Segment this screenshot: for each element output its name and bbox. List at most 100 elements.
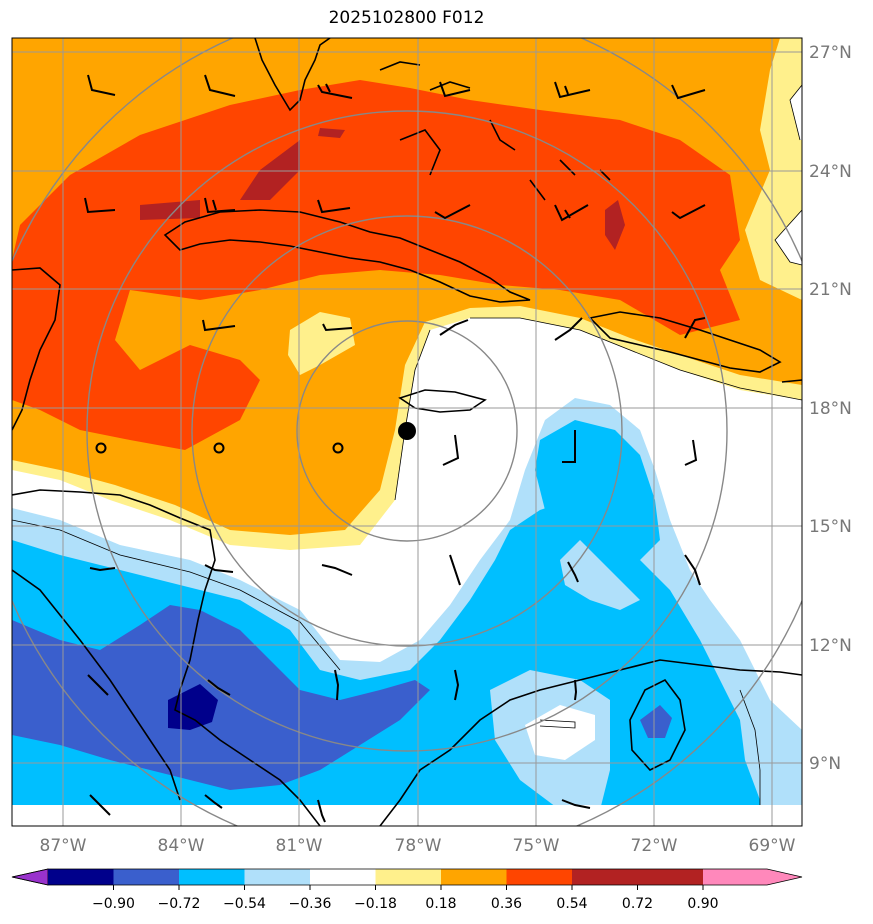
contour-fill-blue-east bbox=[535, 420, 660, 560]
wind-barb bbox=[317, 799, 326, 823]
map-title: 2025102800 F012 bbox=[328, 8, 485, 28]
coastline-hispaniola bbox=[588, 311, 782, 373]
lat-label: 9°N bbox=[809, 754, 841, 774]
contour-fill-darkred-2 bbox=[140, 200, 200, 220]
lat-label: 21°N bbox=[809, 280, 852, 300]
coastline-lake-maracaibo bbox=[629, 678, 686, 771]
wind-barb bbox=[321, 564, 353, 576]
coastline-puerto-rico bbox=[781, 379, 802, 383]
contour-line-3 bbox=[470, 317, 802, 401]
open-circle-marker bbox=[332, 442, 344, 454]
lon-label: 87°W bbox=[40, 836, 87, 856]
colorbar-outline bbox=[11, 868, 803, 886]
lat-label: 27°N bbox=[809, 43, 852, 63]
colorbar-segment bbox=[310, 869, 376, 885]
wind-barb bbox=[317, 199, 351, 214]
wind-barb bbox=[334, 669, 340, 701]
wind-barb bbox=[434, 204, 471, 220]
colorbar-segment bbox=[637, 869, 703, 885]
coastline-yucatan bbox=[12, 267, 61, 431]
wind-barb bbox=[554, 317, 583, 341]
axis-labels: 87°W 84°W 81°W 78°W 75°W 72°W 69°W 27°N … bbox=[40, 43, 852, 856]
colorbar-tick-label: −0.54 bbox=[223, 896, 266, 912]
contour-fill-white-south-2 bbox=[525, 705, 595, 760]
wind-barb bbox=[202, 319, 236, 332]
lon-label: 84°W bbox=[158, 836, 205, 856]
wind-barb bbox=[684, 439, 698, 466]
range-ring-3 bbox=[86, 110, 728, 752]
wind-barb bbox=[442, 434, 460, 466]
lat-label: 15°N bbox=[809, 517, 852, 537]
colorbar-tick-label: 0.72 bbox=[622, 896, 653, 912]
contour-fill-darkred-3 bbox=[318, 128, 345, 138]
colorbar-segment bbox=[375, 869, 441, 885]
coastline-central-america bbox=[12, 489, 321, 826]
contour-lines bbox=[12, 84, 802, 805]
contour-fill-lightblue-pocket bbox=[560, 540, 640, 610]
lon-label: 69°W bbox=[749, 836, 796, 856]
range-ring-inner bbox=[296, 320, 518, 542]
wind-barb bbox=[87, 674, 109, 696]
wind-barb bbox=[574, 679, 578, 701]
colorbar-segment bbox=[244, 869, 310, 885]
colorbar-tick-label: 0.54 bbox=[556, 896, 587, 912]
colorbar-extend-high bbox=[703, 869, 802, 885]
wind-barb bbox=[204, 564, 234, 573]
contour-line-1 bbox=[774, 84, 802, 266]
contour-line-4 bbox=[394, 329, 431, 501]
colorbar: −0.90 −0.72 −0.54 −0.36 −0.18 0.18 0.36 … bbox=[11, 868, 803, 912]
colorbar-segment bbox=[572, 869, 638, 885]
wind-barb bbox=[89, 567, 116, 572]
wind-barb bbox=[322, 323, 353, 332]
markers bbox=[95, 422, 416, 454]
field-bottom-blank bbox=[12, 805, 802, 826]
wind-barb bbox=[89, 794, 111, 816]
colorbar-ticks bbox=[113, 885, 704, 890]
contour-fill-white-ne bbox=[775, 85, 802, 265]
colorbar-extend-low bbox=[11, 868, 49, 886]
wind-barb bbox=[567, 561, 579, 583]
wind-barb bbox=[454, 669, 460, 701]
wind-barb bbox=[317, 83, 353, 99]
coastline-jamaica bbox=[398, 389, 487, 413]
coastline-central-america-pacific bbox=[12, 569, 181, 801]
colorbar-segment bbox=[179, 869, 245, 885]
wind-barb bbox=[87, 74, 116, 96]
open-circle-marker bbox=[213, 442, 225, 454]
colorbar-segment bbox=[506, 869, 572, 885]
lat-label: 12°N bbox=[809, 636, 852, 656]
colorbar-tick-label: 0.18 bbox=[425, 896, 456, 912]
wind-barb bbox=[684, 554, 701, 586]
range-rings bbox=[12, 38, 802, 826]
contour-line-2 bbox=[12, 519, 341, 671]
lon-label: 75°W bbox=[513, 836, 560, 856]
coastline-south-america bbox=[379, 659, 802, 826]
wind-barb bbox=[439, 81, 471, 98]
colorbar-segment bbox=[48, 869, 114, 885]
colorbar-segment bbox=[441, 869, 507, 885]
wind-barb bbox=[204, 197, 236, 214]
wind-barb bbox=[561, 799, 591, 809]
lon-label: 78°W bbox=[395, 836, 442, 856]
wind-barbs bbox=[84, 74, 706, 823]
colorbar-tick-label: −0.72 bbox=[158, 896, 201, 912]
colorbar-tick-label: 0.90 bbox=[687, 896, 718, 912]
colorbar-tick-label: −0.36 bbox=[289, 896, 332, 912]
colorbar-tick-label: −0.18 bbox=[354, 896, 397, 912]
wind-barb bbox=[449, 554, 461, 586]
colorbar-segment bbox=[113, 869, 179, 885]
coastline-bahamas bbox=[379, 61, 611, 201]
lat-label: 24°N bbox=[809, 162, 852, 182]
lon-label: 81°W bbox=[276, 836, 323, 856]
lat-label: 18°N bbox=[809, 399, 852, 419]
wind-barb bbox=[554, 81, 591, 99]
wind-barb bbox=[671, 204, 706, 220]
contour-fill-red bbox=[12, 80, 740, 450]
gridlines bbox=[12, 38, 802, 826]
contour-fill-darkred-4 bbox=[605, 200, 625, 250]
wind-barb bbox=[562, 430, 576, 463]
wind-barb bbox=[684, 317, 706, 339]
contour-fill-darkred-1 bbox=[240, 140, 300, 200]
wind-barb bbox=[204, 74, 236, 97]
